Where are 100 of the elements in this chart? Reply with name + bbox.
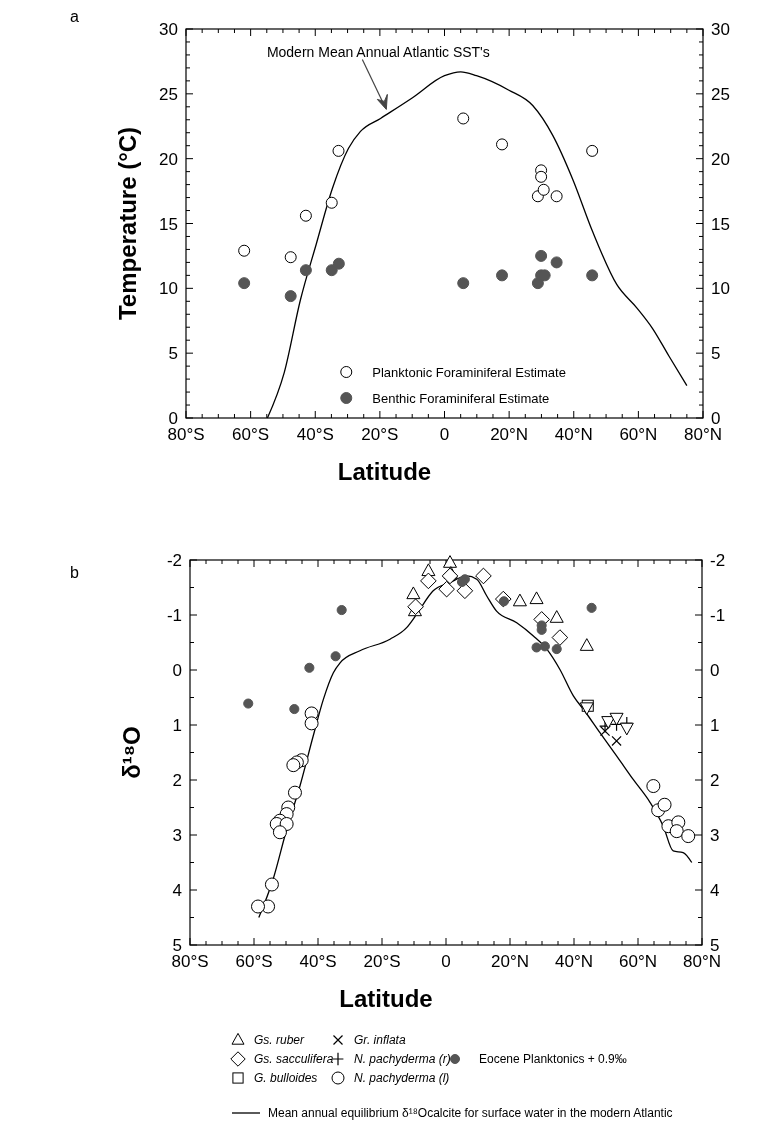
point: [456, 582, 474, 600]
x-tick-label: 60°N: [619, 952, 657, 971]
y2-tick-label: 5: [710, 936, 720, 955]
point: [407, 598, 424, 616]
y2-tick-label: 2: [710, 771, 720, 790]
point: [243, 698, 254, 709]
x-tick-label: 20°N: [490, 425, 529, 444]
point: [549, 610, 564, 623]
point: [579, 702, 594, 716]
point: [539, 641, 550, 652]
y2-tick-label: 30: [711, 20, 730, 39]
point: [551, 644, 562, 655]
point: [299, 209, 312, 222]
x-tick-label: 80°S: [167, 425, 205, 444]
y2-tick-label: -1: [710, 606, 726, 625]
legend-label: Planktonic Foraminiferal Estimate: [372, 365, 566, 380]
y-axis-title: Temperature (°C): [114, 126, 141, 321]
point: [325, 264, 338, 277]
x-tick-label: 40°S: [299, 952, 337, 971]
y-tick-label: 0: [172, 661, 182, 680]
point: [550, 256, 563, 269]
point: [330, 651, 341, 662]
point: [251, 899, 265, 914]
point: [287, 785, 302, 800]
x-tick-label: 40°S: [296, 425, 334, 444]
y-tick-label: 15: [159, 214, 178, 234]
point: [304, 662, 315, 673]
point: [443, 555, 457, 568]
point: [550, 190, 563, 203]
legend-label: Mean annual equilibrium δ¹⁸Ocalcite for surface water in the modern Atlantic: [268, 1106, 673, 1120]
x-tick-label: 20°S: [363, 952, 401, 971]
y-tick-label: -1: [166, 606, 182, 625]
x-tick-label: 60°S: [235, 952, 273, 971]
y-tick-label: 5: [168, 344, 178, 364]
y2-tick-label: 1: [710, 716, 720, 735]
point: [264, 877, 279, 892]
point: [496, 269, 509, 282]
y2-tick-label: 0: [711, 409, 721, 428]
y-tick-label: 1: [172, 716, 182, 735]
x-tick-label: 20°S: [361, 425, 399, 444]
x-tick-label: 0: [441, 952, 451, 971]
x-tick-label: 40°N: [555, 952, 593, 971]
point: [681, 829, 696, 844]
point: [441, 567, 459, 585]
y2-tick-label: 10: [711, 279, 730, 299]
y-tick-label: 10: [159, 279, 178, 299]
x-tick-label: 20°N: [491, 952, 529, 971]
legend-label: Gs. ruber: [254, 1033, 306, 1047]
x-tick-label: 80°N: [684, 425, 722, 444]
y-tick-label: 5: [172, 936, 182, 955]
y2-tick-label: 25: [711, 84, 730, 104]
legend-label: Gr. inflata: [354, 1033, 406, 1047]
y-axis-title: δ¹⁸O: [118, 726, 145, 779]
point: [438, 580, 455, 598]
point: [325, 196, 338, 209]
point: [512, 593, 527, 607]
point: [304, 716, 319, 731]
text: a: [70, 8, 79, 25]
point: [272, 825, 287, 840]
point: [669, 824, 684, 839]
legend-label: N. pachyderma (l): [354, 1071, 450, 1085]
x-tick-label: 60°S: [232, 425, 270, 444]
point: [551, 629, 569, 646]
point: [611, 735, 622, 747]
legend-label: Eocene Planktonics + 0.9‰: [479, 1052, 627, 1066]
annotation: Modern Mean Annual Atlantic SST's: [266, 44, 490, 61]
x-tick-label: 60°N: [619, 425, 658, 444]
point: [586, 269, 599, 282]
y2-tick-label: 4: [710, 881, 720, 900]
point: [646, 779, 661, 794]
point: [619, 722, 634, 736]
y-tick-label: 20: [159, 149, 178, 169]
point: [657, 797, 672, 812]
point: [332, 257, 345, 270]
point: [238, 244, 251, 257]
text: b: [70, 564, 79, 581]
y-tick-label: 4: [172, 881, 182, 900]
y2-tick-label: 15: [711, 214, 730, 234]
point: [586, 602, 597, 613]
point: [537, 183, 550, 196]
point: [336, 605, 347, 616]
point: [579, 638, 594, 651]
point: [531, 642, 542, 653]
point: [457, 277, 470, 290]
point: [609, 712, 624, 726]
y2-tick-label: 20: [711, 149, 730, 169]
legend-label: G. bulloides: [254, 1071, 318, 1085]
point: [496, 138, 509, 151]
y-tick-label: 0: [168, 409, 178, 428]
point: [529, 591, 544, 605]
y2-tick-label: 5: [711, 344, 721, 364]
y-tick-label: 25: [159, 84, 178, 104]
point: [586, 144, 599, 157]
y2-tick-label: -2: [710, 551, 726, 570]
y-tick-label: -2: [166, 551, 182, 570]
x-tick-label: 0: [439, 425, 450, 444]
x-axis-title: Latitude: [337, 458, 432, 485]
point: [299, 264, 312, 277]
legend-label: N. pachyderma (r): [354, 1052, 451, 1066]
point: [535, 170, 548, 183]
